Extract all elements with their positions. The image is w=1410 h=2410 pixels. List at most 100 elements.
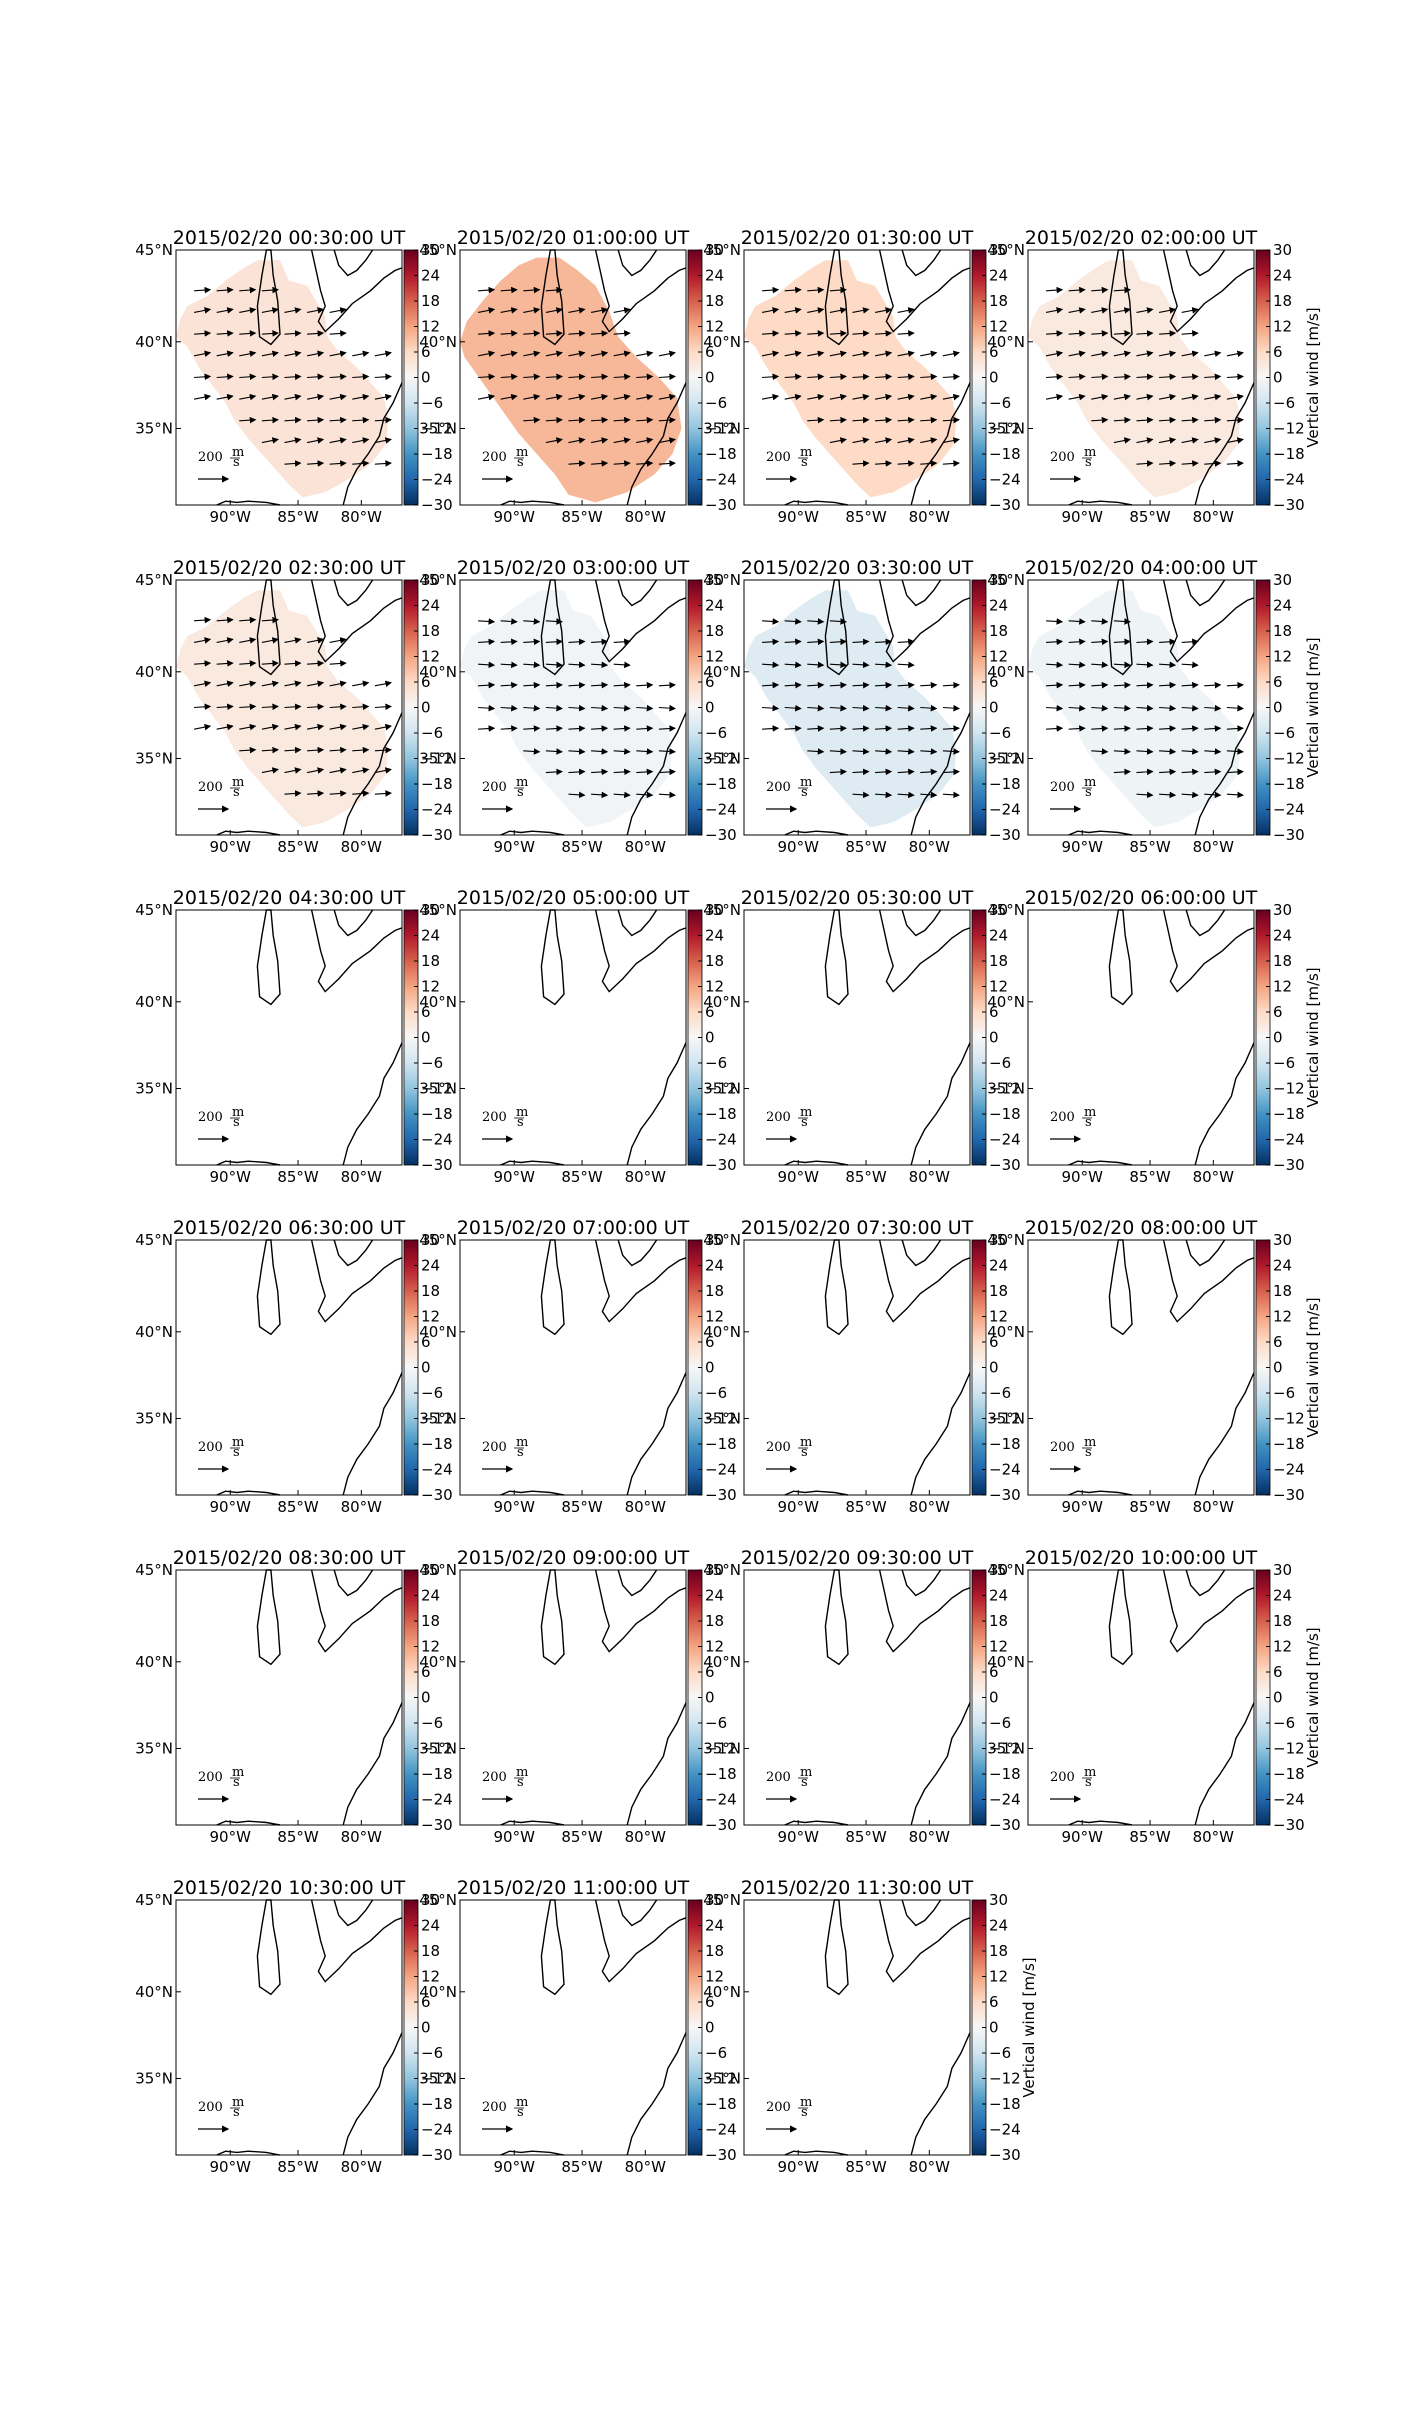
lon-tick-label: 90°W: [778, 508, 820, 526]
lake-ontario-outline: [901, 1239, 942, 1267]
lat-tick-label: 40°N: [987, 333, 1025, 351]
lat-tick-label: 35°N: [419, 1740, 457, 1758]
colorbar-tick-label: 24: [1273, 1587, 1292, 1605]
lon-tick-label: 80°W: [625, 1498, 667, 1516]
map-panel-20: 2015/02/20 10:00:00 UT 90°W 85°W 80°W 45°N 40…: [987, 1547, 1322, 1846]
lon-tick-label: 90°W: [494, 2158, 536, 2176]
lat-tick-label: 35°N: [135, 1410, 173, 1428]
wind-vectors: [193, 286, 392, 467]
great-lakes-coastline: [310, 909, 403, 993]
map-panel-19: 2015/02/20 09:30:00 UT 90°W 85°W 80°W 45°N 40…: [703, 1547, 1020, 1846]
colorbar-label: Vertical wind [m/s]: [1304, 307, 1322, 447]
colorbar-tick-label: −18: [1273, 445, 1305, 463]
lat-tick-label: 45°N: [987, 571, 1025, 589]
gulf-coastline: [500, 2150, 565, 2156]
map-panel-13: 2015/02/20 06:30:00 UT 90°W 85°W 80°W 45°N 40…: [135, 1217, 452, 1516]
colorbar-tick-label: −12: [705, 1080, 737, 1098]
lat-tick-label: 45°N: [703, 241, 741, 259]
lon-tick-label: 85°W: [277, 1168, 319, 1186]
lon-tick-label: 80°W: [341, 838, 383, 856]
colorbar-tick-label: 30: [989, 1561, 1008, 1579]
panel-title: 2015/02/20 11:00:00 UT: [457, 1877, 690, 1899]
colorbar-tick-label: −6: [1273, 1384, 1295, 1402]
colorbar-tick-label: 18: [421, 292, 440, 310]
map-panel-17: 2015/02/20 08:30:00 UT 90°W 85°W 80°W 45°N 40…: [135, 1547, 452, 1846]
colorbar-tick-label: −24: [705, 2121, 737, 2139]
colorbar-tick-label: −30: [989, 1486, 1021, 1504]
colorbar-tick-label: 18: [1273, 622, 1292, 640]
colorbar-tick-label: −30: [989, 496, 1021, 514]
lat-tick-label: 40°N: [703, 663, 741, 681]
lake-michigan-outline: [540, 579, 565, 676]
vector-scale-unit-den: s: [801, 785, 808, 800]
colorbar-tick-label: 24: [421, 267, 440, 285]
map-frame: [1027, 249, 1255, 506]
colorbar-tick-label: −30: [989, 826, 1021, 844]
colorbar-tick-label: 0: [1273, 369, 1283, 387]
panel-title: 2015/02/20 02:00:00 UT: [1025, 227, 1258, 249]
colorbar-tick-label: 0: [705, 1689, 715, 1707]
lake-ontario-outline: [1185, 909, 1226, 937]
lon-tick-label: 80°W: [909, 1828, 951, 1846]
colorbar-tick-label: −30: [1273, 1486, 1305, 1504]
colorbar-tick-label: 18: [421, 622, 440, 640]
colorbar-tick-label: −24: [421, 471, 453, 489]
colorbar-tick-label: −18: [421, 1765, 453, 1783]
vector-scale-unit-den: s: [1085, 455, 1092, 470]
colorbar-tick-label: −18: [989, 2095, 1021, 2113]
lon-tick-label: 90°W: [494, 1498, 536, 1516]
lake-ontario-outline: [617, 909, 658, 937]
lon-tick-label: 90°W: [494, 508, 536, 526]
vector-scale-value: 200: [482, 2100, 507, 2115]
colorbar-tick-label: −18: [705, 1435, 737, 1453]
colorbar-tick-label: 30: [421, 1561, 440, 1579]
atlantic-coastline: [910, 712, 971, 836]
vector-scale-unit-den: s: [1085, 785, 1092, 800]
map-panel-3: 2015/02/20 01:30:00 UT 90°W 85°W 80°W 45°N 40…: [703, 227, 1020, 526]
colorbar-tick-label: −6: [989, 1714, 1011, 1732]
colorbar-tick-label: −24: [705, 801, 737, 819]
colorbar-tick-label: 18: [705, 622, 724, 640]
colorbar-tick-label: −30: [1273, 826, 1305, 844]
vector-scale-unit: m: [800, 445, 812, 460]
vector-scale-value: 200: [1050, 780, 1075, 795]
lat-tick-label: 40°N: [135, 993, 173, 1011]
vector-scale-unit: m: [516, 775, 528, 790]
atlantic-coastline: [910, 1702, 971, 1826]
colorbar-tick-label: 24: [421, 1917, 440, 1935]
lon-tick-label: 85°W: [1129, 1168, 1171, 1186]
colorbar-tick-label: −18: [421, 1105, 453, 1123]
colorbar-tick-label: 18: [989, 1612, 1008, 1630]
colorbar-tick-label: 24: [989, 1917, 1008, 1935]
vector-scale-unit: m: [232, 2095, 244, 2110]
colorbar-tick-label: −24: [989, 1791, 1021, 1809]
colorbar-tick-label: 0: [1273, 1359, 1283, 1377]
colorbar-tick-label: 12: [705, 318, 724, 336]
colorbar-tick-label: 12: [421, 1638, 440, 1656]
colorbar-tick-label: 12: [421, 318, 440, 336]
colorbar-tick-label: 18: [421, 952, 440, 970]
colorbar-tick-label: 24: [421, 1587, 440, 1605]
vector-scale-value: 200: [766, 1110, 791, 1125]
map-panel-2: 2015/02/20 01:00:00 UT 90°W 85°W 80°W 45°N 40…: [419, 227, 736, 526]
atlantic-coastline: [626, 712, 687, 836]
lat-tick-label: 35°N: [135, 750, 173, 768]
colorbar-tick-label: 30: [989, 901, 1008, 919]
atlantic-coastline: [626, 2032, 687, 2156]
colorbar-tick-label: −6: [705, 724, 727, 742]
vector-scale-unit: m: [800, 1765, 812, 1780]
great-lakes-coastline: [594, 249, 687, 333]
colorbar-tick-label: 30: [1273, 1561, 1292, 1579]
colorbar-tick-label: −12: [989, 1740, 1021, 1758]
lat-tick-label: 45°N: [135, 571, 173, 589]
map-frame: [459, 1569, 687, 1826]
gulf-coastline: [1068, 500, 1133, 506]
colorbar-tick-label: 12: [1273, 648, 1292, 666]
colorbar-tick-label: −24: [989, 801, 1021, 819]
lat-tick-label: 40°N: [419, 1323, 457, 1341]
lat-tick-label: 45°N: [135, 1231, 173, 1249]
map-frame: [743, 1899, 971, 2156]
colorbar-tick-label: −30: [421, 1486, 453, 1504]
colorbar-tick-label: 30: [705, 1231, 724, 1249]
